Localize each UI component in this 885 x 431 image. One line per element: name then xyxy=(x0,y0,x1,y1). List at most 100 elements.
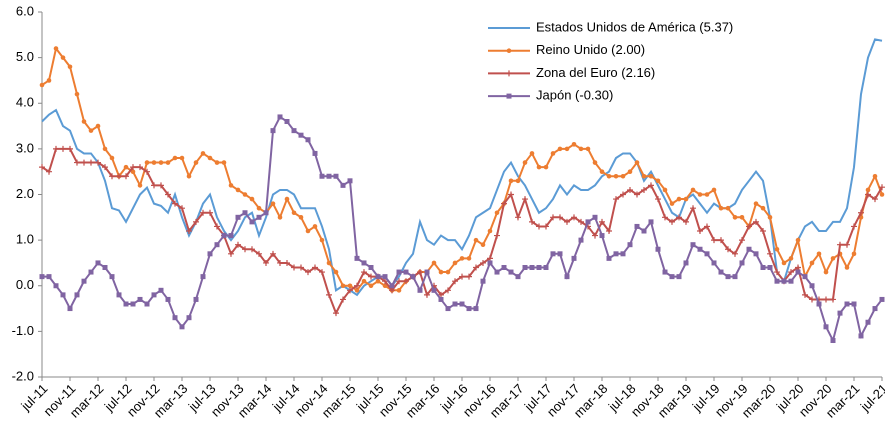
point-marker xyxy=(249,196,255,202)
point-marker xyxy=(144,168,150,175)
legend-marker xyxy=(506,48,512,53)
point-marker xyxy=(151,160,157,165)
point-marker xyxy=(627,242,633,248)
point-marker xyxy=(88,159,94,166)
point-marker xyxy=(578,146,584,152)
legend-label: Reino Unido (2.00) xyxy=(536,42,645,57)
point-marker xyxy=(704,192,710,197)
point-marker xyxy=(494,210,500,216)
point-marker xyxy=(466,306,472,312)
point-marker xyxy=(270,128,276,134)
point-marker xyxy=(823,269,829,275)
point-marker xyxy=(354,282,360,289)
point-marker xyxy=(788,256,794,261)
point-marker xyxy=(480,259,486,266)
point-marker xyxy=(179,155,185,161)
point-marker xyxy=(312,150,318,156)
point-marker xyxy=(606,228,612,234)
point-marker xyxy=(354,288,360,293)
point-marker xyxy=(781,260,787,266)
point-marker xyxy=(130,169,136,174)
point-marker xyxy=(438,269,444,275)
point-marker xyxy=(417,287,423,293)
point-marker xyxy=(263,259,269,266)
point-marker xyxy=(284,259,290,266)
point-marker xyxy=(683,196,689,202)
series-line xyxy=(41,147,883,316)
point-marker xyxy=(319,173,325,179)
point-marker xyxy=(487,260,493,266)
y-tick-label: -2.0 xyxy=(12,368,34,383)
point-marker xyxy=(697,192,703,197)
point-marker xyxy=(816,251,822,257)
point-marker xyxy=(753,251,759,257)
y-tick-label: 4.0 xyxy=(16,95,34,110)
point-marker xyxy=(60,292,66,298)
point-marker xyxy=(536,164,542,170)
point-marker xyxy=(270,250,276,257)
y-tick-label: 0.0 xyxy=(16,277,34,292)
point-marker xyxy=(249,246,255,253)
point-marker xyxy=(186,173,192,179)
point-marker xyxy=(760,265,766,270)
point-marker xyxy=(529,218,535,225)
point-marker xyxy=(459,301,465,307)
point-marker xyxy=(627,186,633,193)
point-marker xyxy=(662,187,668,193)
point-marker xyxy=(732,274,738,280)
point-marker xyxy=(284,119,290,124)
point-marker xyxy=(851,251,857,257)
point-marker xyxy=(557,214,563,221)
point-marker xyxy=(844,301,850,307)
point-marker xyxy=(536,223,542,230)
point-marker xyxy=(298,215,304,220)
point-marker xyxy=(242,246,248,253)
legend-marker xyxy=(506,93,512,99)
point-marker xyxy=(207,251,213,257)
point-marker xyxy=(123,301,129,307)
legend-label: Zona del Euro (2.16) xyxy=(536,65,655,80)
point-marker xyxy=(172,155,178,161)
point-marker xyxy=(613,251,619,257)
point-marker xyxy=(725,205,731,211)
legend-label: Estados Unidos de América (5.37) xyxy=(536,19,733,34)
point-marker xyxy=(319,237,325,243)
point-marker xyxy=(627,169,633,174)
point-marker xyxy=(634,223,640,229)
point-marker xyxy=(753,201,759,206)
point-marker xyxy=(424,291,430,298)
point-marker xyxy=(837,241,843,248)
point-marker xyxy=(802,291,808,298)
point-marker xyxy=(298,132,304,138)
point-marker xyxy=(634,191,640,198)
point-marker xyxy=(305,228,311,234)
point-marker xyxy=(81,119,87,124)
point-marker xyxy=(571,255,577,261)
point-marker xyxy=(515,274,521,280)
point-marker xyxy=(53,46,59,51)
point-marker xyxy=(872,306,878,312)
point-marker xyxy=(823,324,829,330)
point-marker xyxy=(179,324,185,330)
point-marker xyxy=(508,269,514,275)
point-marker xyxy=(676,214,682,221)
point-marker xyxy=(39,164,45,171)
point-marker xyxy=(74,292,80,298)
y-tick-label: 2.0 xyxy=(16,186,34,201)
legend-label: Japón (-0.30) xyxy=(536,88,613,103)
point-marker xyxy=(375,274,381,280)
point-marker xyxy=(228,183,234,188)
point-marker xyxy=(718,237,724,244)
point-marker xyxy=(116,292,122,298)
point-marker xyxy=(67,306,73,312)
point-marker xyxy=(452,301,458,307)
point-marker xyxy=(445,306,451,312)
point-marker xyxy=(830,296,836,303)
point-marker xyxy=(725,274,731,280)
point-marker xyxy=(424,269,430,275)
point-marker xyxy=(774,278,780,284)
point-marker xyxy=(214,160,220,165)
point-marker xyxy=(648,173,654,179)
point-marker xyxy=(109,173,115,180)
